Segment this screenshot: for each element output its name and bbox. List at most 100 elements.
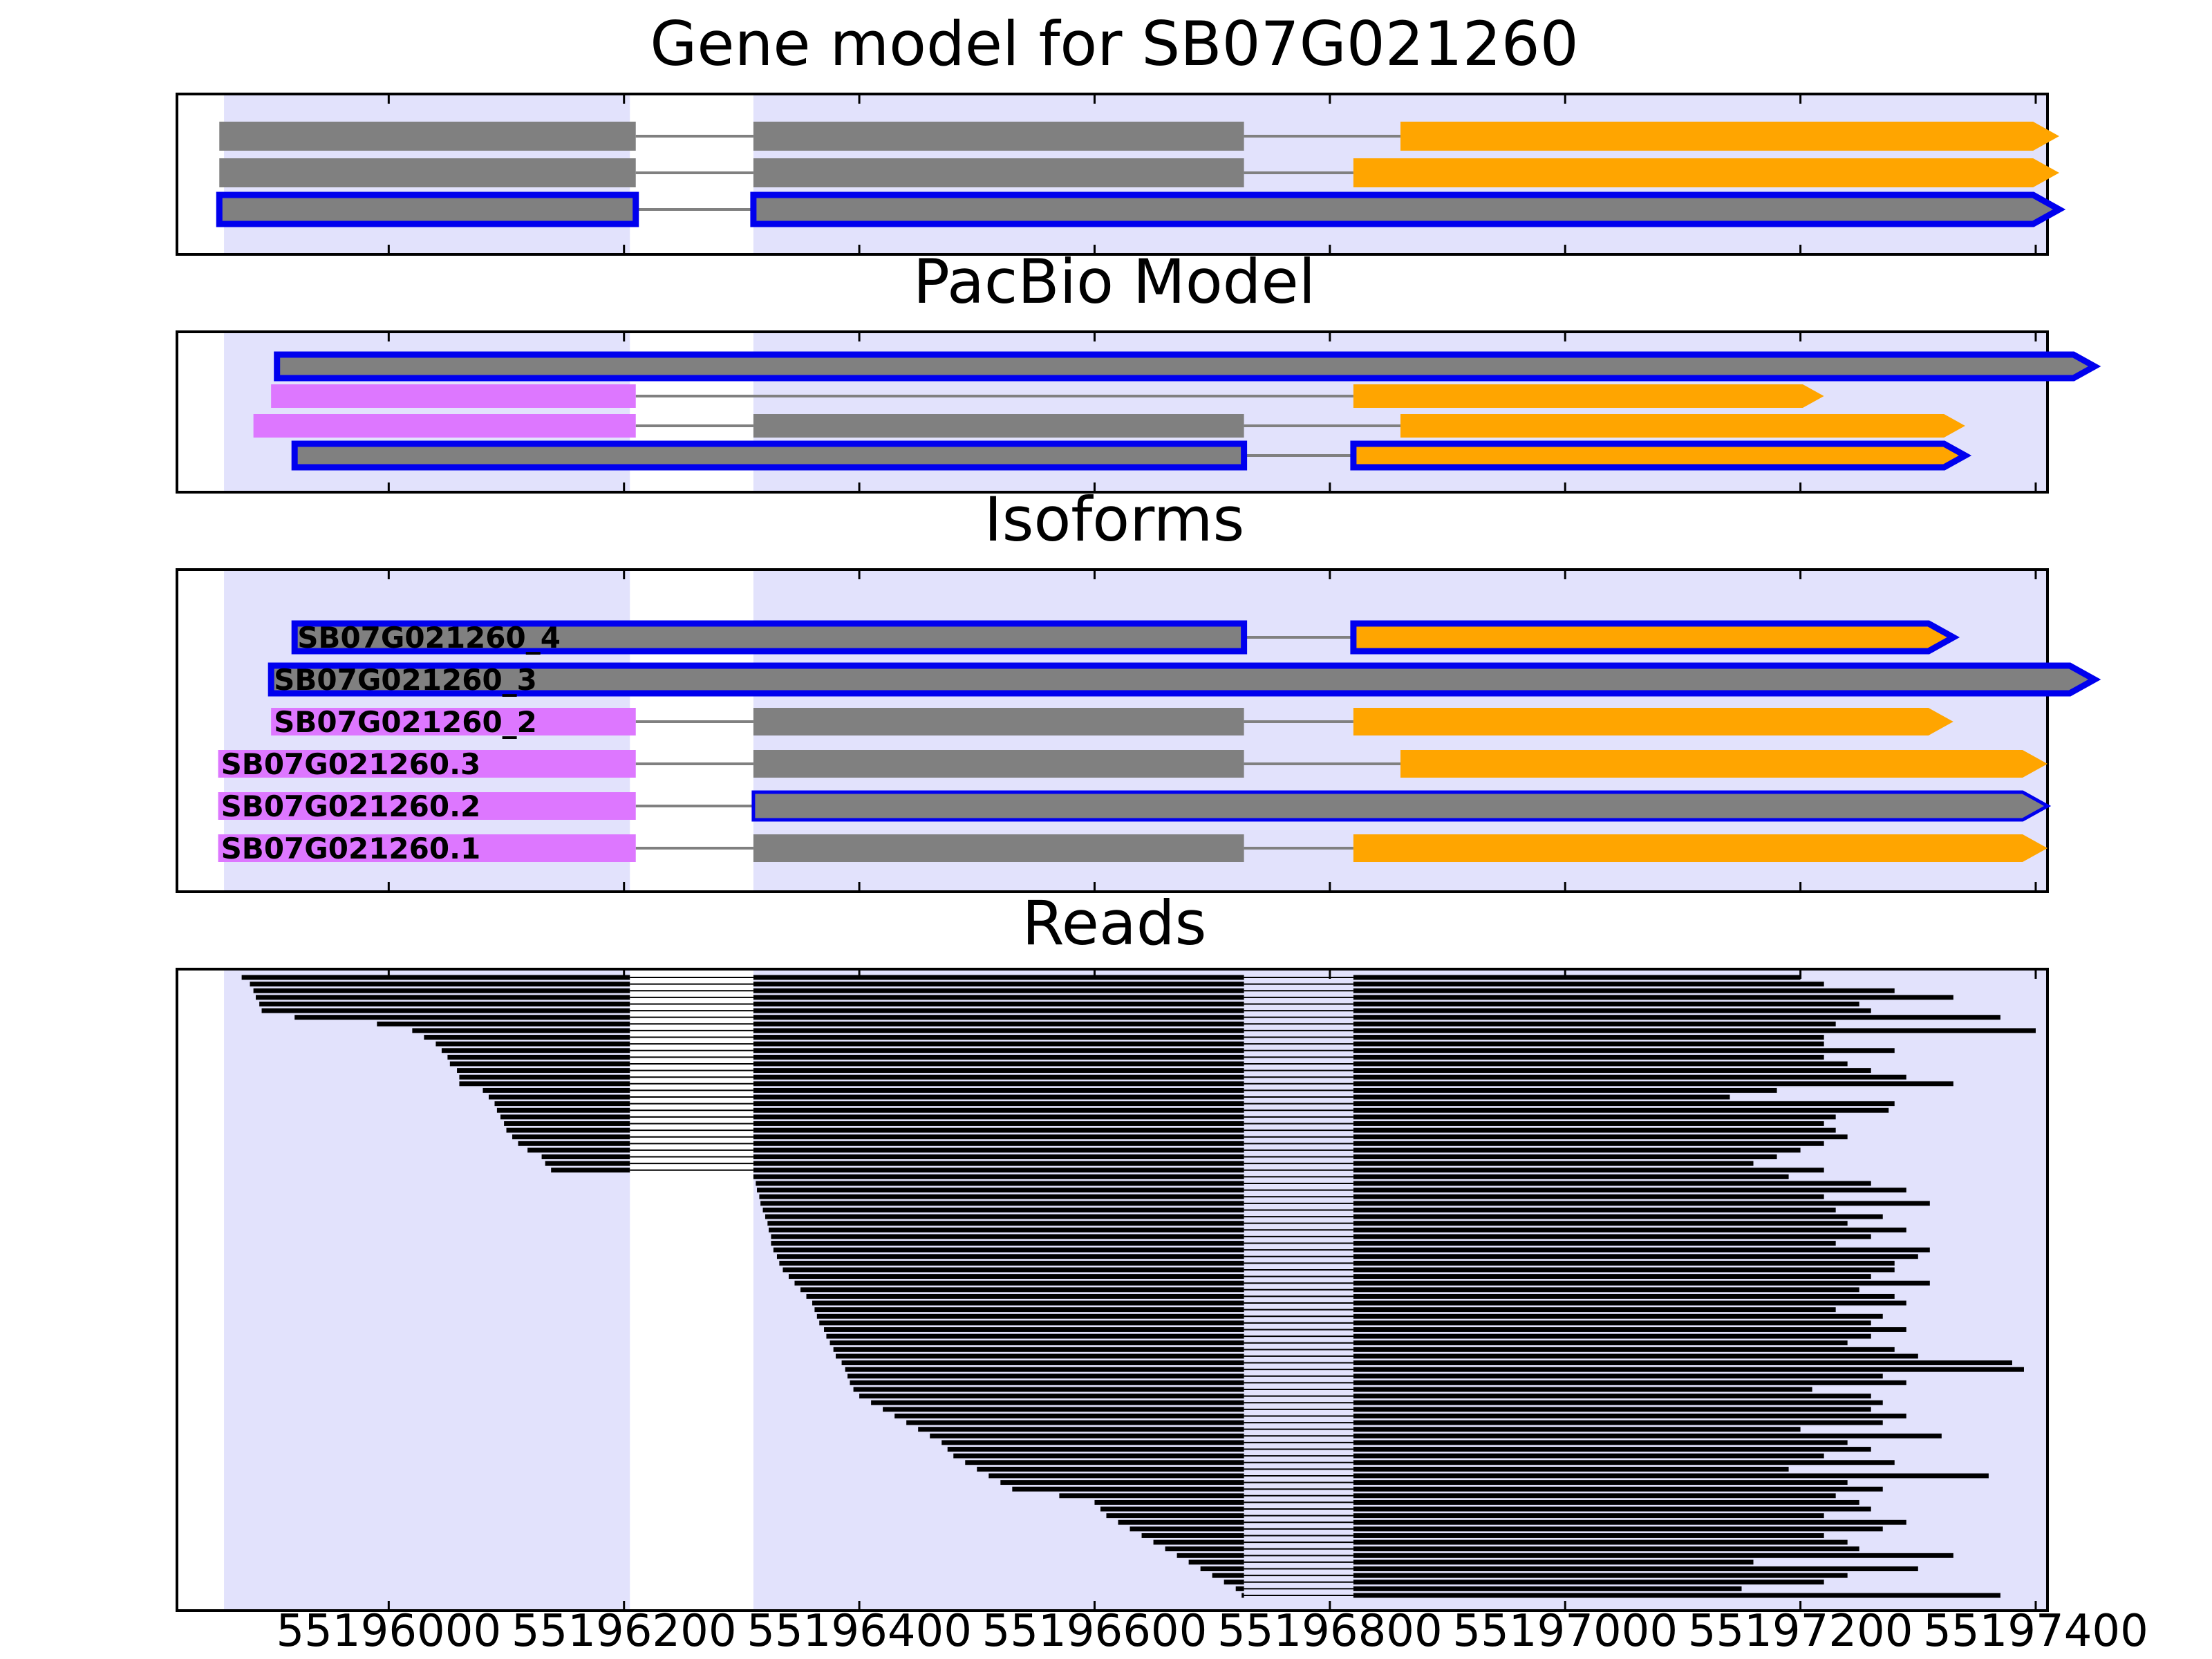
read bbox=[1165, 1546, 1859, 1552]
read-exon bbox=[1353, 1087, 1777, 1093]
read-exon bbox=[918, 1427, 1244, 1432]
read bbox=[988, 1473, 1989, 1479]
read-exon bbox=[424, 1035, 630, 1040]
read bbox=[496, 1107, 1889, 1113]
read bbox=[259, 1001, 1859, 1006]
read bbox=[412, 1028, 2036, 1033]
read bbox=[760, 1201, 1930, 1206]
read bbox=[1012, 1486, 1883, 1492]
read-exon bbox=[1353, 1493, 1836, 1499]
read-exon bbox=[756, 1181, 1244, 1186]
read bbox=[294, 1015, 2000, 1020]
read-exon bbox=[1353, 1400, 1883, 1405]
read-exon bbox=[1353, 1181, 1871, 1186]
read-exon bbox=[1353, 1041, 1824, 1047]
read-exon bbox=[773, 1247, 1244, 1253]
read bbox=[769, 1227, 1906, 1232]
read bbox=[845, 1367, 2024, 1372]
read-exon bbox=[1353, 1453, 1824, 1459]
read-exon bbox=[1353, 1333, 1871, 1339]
read bbox=[1000, 1480, 1848, 1485]
read-exon bbox=[1353, 1353, 1918, 1359]
read-exon bbox=[1353, 1234, 1871, 1239]
read-exon bbox=[753, 1001, 1244, 1006]
read bbox=[824, 1327, 1906, 1332]
plot-frame bbox=[176, 968, 2049, 1612]
exon-gray bbox=[268, 662, 2101, 697]
read bbox=[753, 1174, 1789, 1179]
read-exon bbox=[459, 1081, 630, 1087]
read-exon bbox=[819, 1320, 1244, 1326]
read-exon bbox=[1353, 1021, 1836, 1027]
exon-gray bbox=[753, 158, 1244, 187]
read-exon bbox=[1353, 1227, 1906, 1232]
exon-gray bbox=[753, 708, 1244, 735]
read bbox=[1153, 1539, 1848, 1545]
read bbox=[435, 1041, 1824, 1047]
read-exon bbox=[1353, 1374, 1883, 1379]
read bbox=[859, 1394, 1871, 1399]
read bbox=[541, 1154, 1777, 1160]
read-exon bbox=[753, 1008, 1244, 1013]
read-exon bbox=[953, 1453, 1244, 1459]
read-exon bbox=[541, 1154, 630, 1160]
isoform-label: SB07G021260_4 bbox=[297, 621, 561, 655]
read bbox=[424, 1035, 1824, 1040]
read-exon bbox=[412, 1028, 630, 1033]
read bbox=[504, 1121, 1824, 1126]
read-exon bbox=[765, 1214, 1244, 1219]
read-exon bbox=[1353, 1480, 1848, 1485]
pacbio-model-panel: PacBio Model bbox=[176, 246, 2101, 494]
read-exon bbox=[760, 1201, 1244, 1206]
read-exon bbox=[545, 1161, 630, 1166]
x-tick-label: 55197200 bbox=[1688, 1606, 1913, 1657]
read-exon bbox=[489, 1094, 630, 1100]
x-axis: 55196000 55196200 55196400 55196600 55196800… bbox=[276, 1606, 2148, 1657]
read-exon bbox=[1353, 1519, 1906, 1525]
read-exon bbox=[494, 1101, 630, 1107]
read-exon bbox=[830, 1340, 1244, 1346]
read-exon bbox=[753, 1021, 1244, 1027]
exon-gray bbox=[291, 620, 1248, 655]
transcript-row-1 bbox=[274, 351, 2101, 382]
read-exon bbox=[259, 1001, 630, 1006]
reads-plot bbox=[176, 968, 2049, 1612]
read-exon bbox=[1353, 1360, 2012, 1366]
read-exon bbox=[894, 1413, 1244, 1418]
read bbox=[253, 988, 1895, 993]
read-exon bbox=[753, 1041, 1244, 1047]
read bbox=[841, 1360, 2012, 1366]
read bbox=[1094, 1499, 1859, 1505]
read-exon bbox=[1353, 1121, 1824, 1126]
read-exon bbox=[294, 1015, 630, 1020]
read-exon bbox=[256, 995, 630, 1000]
read-exon bbox=[253, 988, 630, 993]
read bbox=[833, 1347, 1895, 1352]
exon-orange bbox=[1353, 708, 1953, 735]
read bbox=[918, 1427, 1801, 1432]
read-exon bbox=[447, 1054, 630, 1060]
read-exon bbox=[1353, 1174, 1789, 1179]
read-exon bbox=[906, 1420, 1244, 1425]
read-exon bbox=[1353, 1394, 1871, 1399]
read bbox=[1212, 1573, 1848, 1578]
read-exon bbox=[1353, 1280, 1930, 1286]
read-exon bbox=[457, 1068, 630, 1074]
read bbox=[894, 1413, 1906, 1418]
read bbox=[459, 1074, 1906, 1080]
read-exon bbox=[753, 1094, 1244, 1100]
read bbox=[512, 1134, 1848, 1140]
read bbox=[871, 1400, 1883, 1405]
read-exon bbox=[965, 1460, 1244, 1465]
read-exon bbox=[753, 1168, 1244, 1173]
read-exon bbox=[847, 1374, 1244, 1379]
read-exon bbox=[1353, 1347, 1895, 1352]
exon-gray bbox=[750, 191, 2066, 227]
transcript-row-2 bbox=[271, 384, 1824, 408]
read bbox=[457, 1068, 1871, 1074]
exon-gray bbox=[753, 834, 1244, 862]
read bbox=[806, 1293, 1895, 1299]
read-exon bbox=[1353, 1539, 1848, 1545]
gene-model-title: Gene model for SB07G021260 bbox=[650, 8, 1579, 79]
read-exon bbox=[1353, 1134, 1848, 1140]
